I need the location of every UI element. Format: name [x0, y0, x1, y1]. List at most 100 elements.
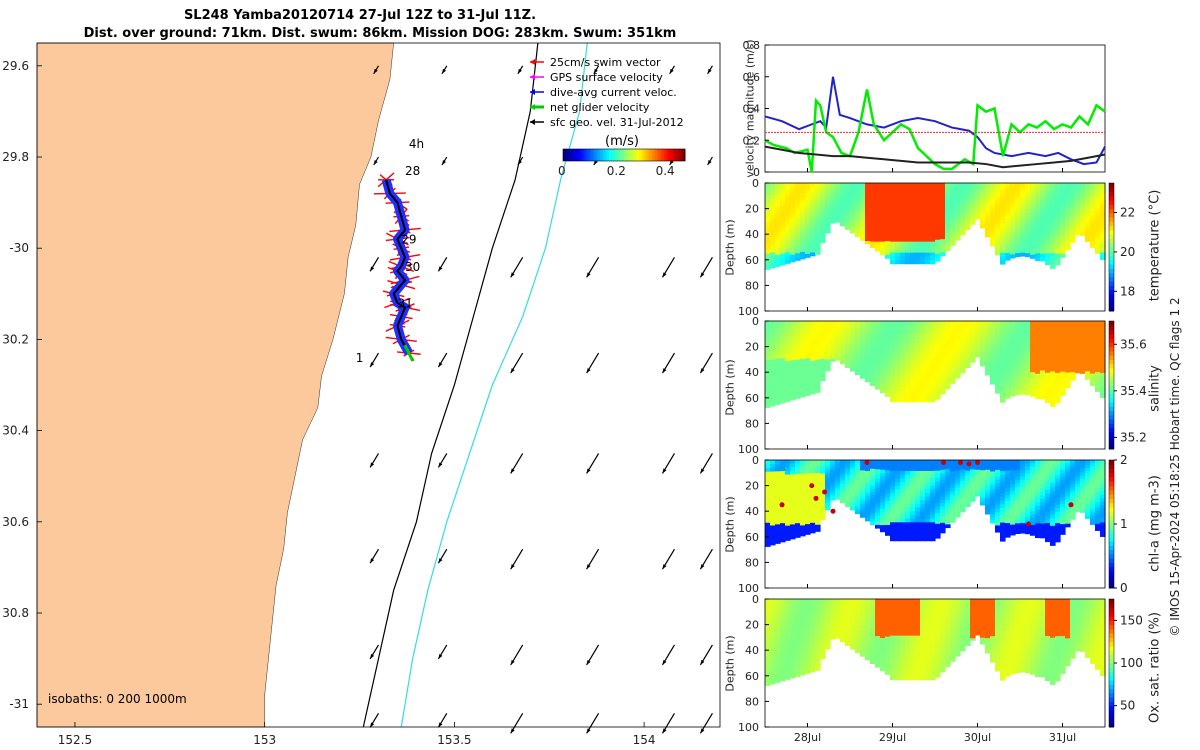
section-1-cell — [985, 347, 991, 352]
section-1-cell — [935, 367, 941, 372]
section-0-cell — [795, 193, 801, 198]
section-2-cell — [925, 481, 931, 487]
section-1-cell — [1095, 368, 1101, 373]
section-2-cell — [900, 533, 906, 538]
section-1-cell — [1060, 334, 1066, 339]
section-1-cell — [1065, 321, 1071, 325]
section-1-cell — [795, 349, 801, 354]
section-2-cell — [900, 500, 906, 505]
section-2-cell — [970, 461, 976, 465]
section-0-cell — [770, 260, 776, 265]
section-0-cell — [770, 240, 776, 246]
section-2-cell — [1030, 480, 1036, 485]
section-2-cell — [855, 494, 861, 498]
section-1-cell — [885, 327, 891, 332]
section-0-cell — [1065, 216, 1071, 220]
section-1-cell — [1040, 374, 1046, 379]
geo-velocity-arrowhead — [373, 68, 378, 74]
section-0-cell — [965, 227, 971, 230]
section-0-cell — [1025, 213, 1031, 218]
section-2-cell — [840, 467, 846, 471]
section-1-cell — [840, 328, 846, 332]
section-0-cell — [1015, 199, 1021, 204]
section-0-cell — [875, 229, 881, 234]
section-0-cell — [930, 208, 936, 213]
section-2-cell — [910, 478, 916, 483]
section-2-cell — [955, 506, 961, 510]
section-0-cell — [925, 237, 931, 243]
section-1-cell — [930, 335, 936, 340]
section-2-cell — [920, 536, 926, 542]
section-0-cell — [785, 204, 791, 210]
section-2-cell — [770, 517, 776, 523]
section-2-cell — [935, 474, 941, 479]
section-0-cell — [845, 195, 851, 199]
section-2-cell — [940, 483, 946, 488]
section-2-cell — [1085, 491, 1091, 496]
section-1-cell — [1030, 365, 1036, 370]
section-2-cell — [1030, 504, 1036, 509]
section-2-cell — [1070, 484, 1076, 488]
section-1-cell — [780, 387, 786, 393]
section-1-cell — [985, 357, 991, 361]
section-2-cell — [915, 481, 921, 487]
section-1-cell — [830, 335, 836, 338]
section-0-cbar-frame — [1108, 182, 1115, 312]
section-2-cell — [960, 483, 966, 487]
section-2-cell — [790, 528, 796, 533]
section-depth-tick-label: 0 — [752, 177, 759, 190]
section-1-cell — [1020, 340, 1026, 345]
section-0-cell — [895, 252, 901, 257]
section-1-cell — [1000, 361, 1006, 366]
section-2-cell — [840, 471, 846, 475]
section-1-cell — [840, 334, 846, 338]
section-2-cell — [785, 511, 791, 516]
section-2-cell — [810, 526, 816, 531]
section-0-cell — [1050, 221, 1056, 227]
section-2-cell — [1085, 475, 1091, 480]
section-1-cell — [990, 349, 996, 354]
section-1-cell — [830, 342, 836, 346]
section-0-cell — [940, 252, 946, 257]
section-1-cell — [855, 345, 861, 349]
section-2-cell — [855, 479, 861, 483]
section-1-cell — [975, 325, 981, 329]
section-1-cell — [1085, 339, 1091, 343]
section-0-cell — [765, 183, 771, 188]
section-2-cell — [1000, 482, 1006, 487]
section-1-cell — [1050, 321, 1056, 326]
section-0-cell — [955, 237, 961, 241]
section-2-cell — [1040, 463, 1046, 468]
section-2-cell — [895, 503, 901, 509]
section-0-cell — [975, 192, 981, 196]
section-0-cell — [820, 234, 826, 238]
section-1-cell — [1025, 371, 1031, 376]
section-0-cell — [940, 242, 946, 247]
section-0-cell — [960, 220, 966, 224]
section-0-cell — [975, 197, 981, 200]
section-1-cell — [765, 348, 771, 353]
section-2-cell — [910, 500, 916, 505]
section-2-cell — [1100, 529, 1106, 534]
section-2-cell — [815, 472, 821, 477]
section-2-cell — [985, 474, 991, 478]
section-1-cell — [930, 379, 936, 384]
section-1-cell — [895, 397, 901, 403]
section-2-cell — [795, 512, 801, 517]
section-1-cell — [800, 372, 806, 377]
section-0-cell — [990, 220, 996, 224]
section-0-cell — [1100, 252, 1106, 257]
section-0-cell — [825, 203, 831, 207]
section-2-cell — [875, 494, 881, 498]
section-2-cell — [905, 485, 911, 490]
section-1-cell — [1010, 338, 1016, 343]
section-1-cell — [910, 324, 916, 329]
section-0-cell — [935, 253, 941, 259]
section-1-cell — [800, 324, 806, 329]
section-2-cell — [970, 471, 976, 474]
section-2-cell — [850, 475, 856, 479]
section-0-cell — [905, 183, 911, 188]
section-0-cell — [990, 214, 996, 218]
section-2-cell — [880, 489, 886, 494]
section-1-cell — [880, 340, 886, 345]
